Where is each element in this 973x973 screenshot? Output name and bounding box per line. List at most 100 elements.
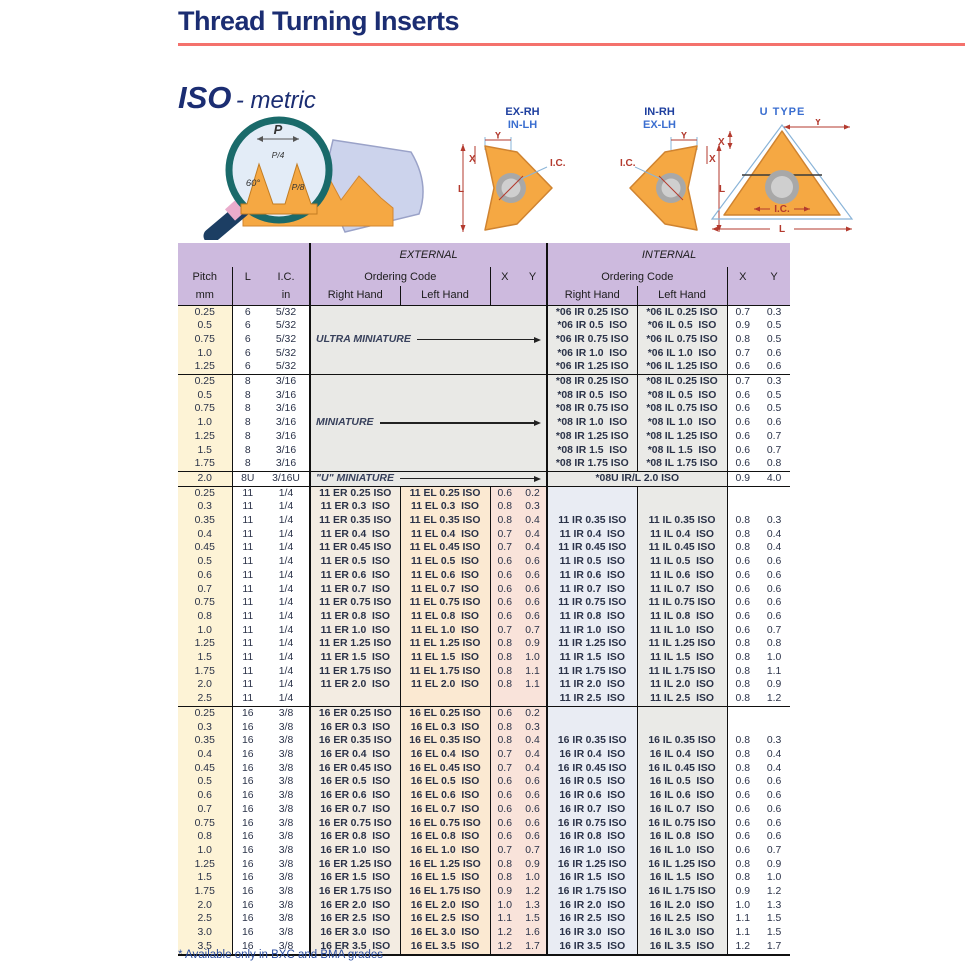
table-row: 1.5 11 1/4 11 ER 1.5 ISO 11 EL 1.5 ISO 0.8 1.0… — [178, 651, 791, 665]
l-cell: 6 — [231, 360, 263, 375]
ordering-code-cell: 11 IR 0.8 ISO — [546, 609, 638, 624]
ordering-code-cell: 16 IL 3.0 ISO — [636, 926, 728, 940]
y-cell: 0.6 — [519, 775, 548, 790]
y-cell: 4.0 — [758, 470, 791, 487]
ordering-code-cell: 16 IL 0.45 ISO — [636, 761, 728, 776]
ordering-code-header-ext: Ordering Code — [309, 267, 491, 286]
angle-label: 60° — [246, 178, 261, 189]
dim-l-label: L — [779, 224, 785, 234]
miniature-span: "U" MINIATURE — [309, 470, 548, 487]
ordering-code-cell: 11 EL 0.7 ISO — [399, 582, 491, 597]
ordering-code-cell: 16 IR 0.35 ISO — [546, 734, 638, 748]
ordering-code-cell — [546, 720, 638, 735]
y-cell: 0.9 — [519, 857, 548, 872]
ordering-code-cell: 11 EL 2.0 ISO — [399, 678, 491, 693]
l-cell: 11 — [231, 664, 263, 679]
y-cell: 0.7 — [758, 623, 791, 638]
y-cell: 1.0 — [758, 871, 791, 886]
x-cell: 0.8 — [726, 871, 759, 886]
header-spacer — [231, 286, 263, 305]
ordering-code-cell: 11 EL 0.3 ISO — [399, 500, 491, 515]
miniature-label: "U" MINIATURE — [316, 471, 395, 484]
ordering-code-cell: 16 EL 0.8 ISO — [399, 830, 491, 844]
ordering-code-cell: 11 IL 0.45 ISO — [636, 541, 728, 556]
l-cell: 11 — [231, 527, 263, 542]
table-row: 0.4 11 1/4 11 ER 0.4 ISO 11 EL 0.4 ISO 0.7 0.4… — [178, 527, 791, 542]
y-cell: 1.3 — [758, 898, 791, 913]
ordering-code-cell: 16 IL 0.6 ISO — [636, 789, 728, 803]
ordering-code-cell: 16 EL 0.7 ISO — [399, 802, 491, 817]
ordering-code-cell: 16 ER 0.35 ISO — [309, 734, 401, 748]
ordering-code-cell: 16 IL 2.0 ISO — [636, 898, 728, 913]
header-row-columns: Pitch L I.C. Ordering Code X Y Ordering … — [178, 267, 791, 286]
ordering-code-cell: 16 ER 1.25 ISO — [309, 857, 401, 872]
ordering-code-cell: 16 IR 1.0 ISO — [546, 843, 638, 858]
ordering-code-cell — [399, 692, 491, 707]
x-cell: 0.6 — [726, 816, 759, 831]
dim-y-label: Y — [681, 132, 688, 142]
y-cell — [758, 720, 791, 735]
y-cell: 1.5 — [758, 912, 791, 927]
ic-header: I.C. — [263, 267, 311, 286]
ic-cell: 5/32 — [263, 360, 311, 375]
ordering-code-cell: 11 IR 0.35 ISO — [546, 514, 638, 528]
ordering-code-cell: 16 EL 1.75 ISO — [399, 885, 491, 899]
ordering-code-cell: *08 IR 1.25 ISO — [546, 429, 638, 444]
ordering-code-cell: 11 ER 0.7 ISO — [309, 582, 401, 597]
ordering-code-cell: 11 IR 1.25 ISO — [546, 637, 638, 652]
ordering-code-cell: 16 ER 3.5 ISO — [309, 939, 401, 955]
y-cell: 0.7 — [758, 843, 791, 858]
l-cell: 6 — [231, 346, 263, 361]
l-cell: 6 — [231, 304, 263, 320]
dim-y-label: Y — [815, 119, 822, 128]
table-row: 1.25 11 1/4 11 ER 1.25 ISO 11 EL 1.25 ISO 0.8… — [178, 637, 791, 652]
ordering-code-cell: 11 ER 0.3 ISO — [309, 500, 401, 515]
pitch-cell: 2.0 — [178, 470, 232, 487]
table-row: 1.25 16 3/8 16 ER 1.25 ISO 16 EL 1.25 ISO 0.8… — [178, 857, 791, 872]
l-cell: 8 — [231, 388, 263, 403]
ordering-code-cell: 16 ER 0.3 ISO — [309, 720, 401, 735]
table-row: 0.25 11 1/4 11 ER 0.25 ISO 11 EL 0.25 ISO 0.6… — [178, 485, 791, 501]
x-cell: 0.6 — [489, 609, 520, 624]
ordering-code-cell: *06 IR 1.0 ISO — [546, 346, 638, 361]
l-cell: 16 — [231, 761, 263, 776]
table-body: 0.25 6 5/32 ULTRA MINIATURE *06 IR 0.25 ISO *… — [178, 304, 791, 955]
ordering-code-cell: 11 EL 0.8 ISO — [399, 609, 491, 624]
ic-cell: 3/8 — [263, 720, 311, 735]
header-row-hands: mm in Right Hand Left Hand Right Hand Le… — [178, 286, 791, 305]
ordering-code-cell: 16 ER 2.0 ISO — [309, 898, 401, 913]
ordering-code-cell: 16 IL 0.4 ISO — [636, 748, 728, 762]
ic-cell: 5/32 — [263, 332, 311, 347]
x-cell: 0.6 — [489, 802, 520, 817]
ordering-code-cell: 11 IR 2.5 ISO — [546, 692, 638, 707]
table-row: 0.3 11 1/4 11 ER 0.3 ISO 11 EL 0.3 ISO 0.8 0.3 — [178, 500, 791, 515]
y-cell: 0.6 — [758, 816, 791, 831]
y-cell: 0.6 — [758, 802, 791, 817]
x-cell: 0.7 — [726, 374, 759, 389]
l-cell: 6 — [231, 319, 263, 333]
ic-cell: 3/16 — [263, 402, 311, 417]
ic-cell: 1/4 — [263, 609, 311, 624]
y-cell: 0.4 — [758, 761, 791, 776]
x-cell: 0.6 — [489, 485, 520, 501]
pitch-cell: 0.3 — [178, 720, 232, 735]
table-row: 0.4 16 3/8 16 ER 0.4 ISO 16 EL 0.4 ISO 0.7 0.4… — [178, 748, 791, 762]
miniature-span: ULTRA MINIATURE — [309, 304, 548, 375]
y-cell: 1.0 — [519, 651, 548, 665]
table-row: 1.25 6 5/32 *06 IR 1.25 ISO *06 IL 1.25 ISO 0… — [178, 360, 791, 375]
ordering-code-cell: *08 IR 1.0 ISO — [546, 416, 638, 430]
ordering-code-cell: 11 ER 0.45 ISO — [309, 541, 401, 556]
x-cell: 0.6 — [726, 582, 759, 597]
thread-profile-figure: P P/4 60° P/8 — [183, 112, 428, 245]
pitch-cell: 0.7 — [178, 582, 232, 597]
x-cell: 1.0 — [726, 898, 759, 913]
pitch-cell: 1.0 — [178, 623, 232, 638]
ordering-code-cell: 11 IR 0.5 ISO — [546, 555, 638, 569]
pitch-cell: 0.5 — [178, 388, 232, 403]
outer-triangle — [710, 123, 854, 220]
ic-cell: 1/4 — [263, 582, 311, 597]
ordering-code-cell: *08 IL 1.5 ISO — [636, 443, 728, 458]
ordering-code-cell: 16 EL 3.0 ISO — [399, 926, 491, 940]
table-row: 2.0 8U 3/16U "U" MINIATURE *08U IR/L 2.0 ISO… — [178, 470, 791, 487]
ordering-code-cell: 16 EL 0.35 ISO — [399, 734, 491, 748]
